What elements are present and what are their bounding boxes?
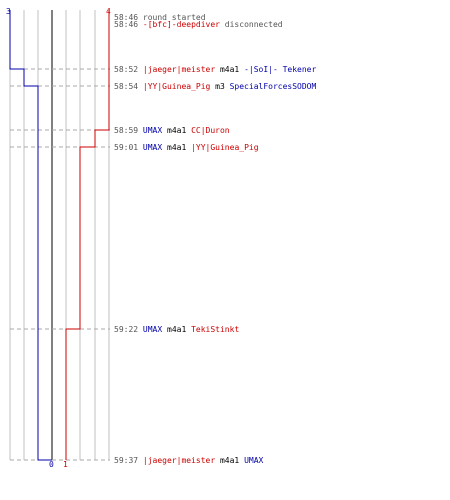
event-time: 58:54 [114, 82, 143, 91]
event-line: 59:37 |jaeger|meister m4a1 UMAX [114, 456, 264, 465]
killer-name: UMAX [143, 126, 167, 135]
victim-name: UMAX [244, 456, 263, 465]
player-name: -[bfc]-deepdiver [143, 20, 225, 29]
event-line: 58:59 UMAX m4a1 CC|Duron [114, 126, 230, 135]
event-time: 59:22 [114, 325, 143, 334]
victim-name: SpecialForcesSODOM [230, 82, 317, 91]
timeline-grid [9, 10, 110, 460]
red-team-alive-line [65, 10, 110, 460]
event-time: 58:46 [114, 20, 143, 29]
blue-start-count: 3 [6, 7, 11, 16]
team-count-steps [9, 10, 110, 461]
event-line: 59:22 UMAX m4a1 TekiStinkt [114, 325, 239, 334]
victim-name: CC|Duron [191, 126, 230, 135]
killer-name: |jaeger|meister [143, 456, 220, 465]
victim-name: TekiStinkt [191, 325, 239, 334]
team-divider [51, 10, 53, 460]
red-end-count: 1 [63, 460, 68, 469]
event-line: 58:46 -[bfc]-deepdiver disconnected [114, 20, 283, 29]
event-line: 58:54 |YY|Guinea_Pig m3 SpecialForcesSOD… [114, 82, 316, 91]
event-line: 58:46 round started [114, 13, 206, 22]
victim-name: |YY|Guinea_Pig [191, 143, 259, 152]
event-time: 58:46 [114, 13, 143, 22]
weapon-name: m4a1 [167, 325, 191, 334]
blue-end-count: 0 [49, 460, 54, 469]
weapon-name: m3 [215, 82, 229, 91]
killer-name: UMAX [143, 325, 167, 334]
weapon-name: m4a1 [220, 65, 244, 74]
blue-team-alive-line [9, 10, 52, 461]
weapon-name: m4a1 [167, 143, 191, 152]
event-message: disconnected [225, 20, 283, 29]
event-time: 58:52 [114, 65, 143, 74]
weapon-name: m4a1 [220, 456, 244, 465]
killer-name: |YY|Guinea_Pig [143, 82, 215, 91]
event-message: round started [143, 13, 206, 22]
victim-name: -|SoI|- Tekener [244, 65, 316, 74]
killer-name: |jaeger|meister [143, 65, 220, 74]
red-start-count: 4 [106, 7, 111, 16]
event-line: 58:52 |jaeger|meister m4a1 -|SoI|- Teken… [114, 65, 316, 74]
event-time: 58:59 [114, 126, 143, 135]
killer-name: UMAX [143, 143, 167, 152]
weapon-name: m4a1 [167, 126, 191, 135]
event-time: 59:01 [114, 143, 143, 152]
event-time: 59:37 [114, 456, 143, 465]
event-line: 59:01 UMAX m4a1 |YY|Guinea_Pig [114, 143, 259, 152]
